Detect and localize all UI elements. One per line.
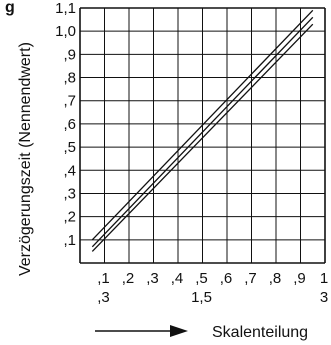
x-axis-label: Skalenteilung	[212, 324, 308, 341]
x-tick-label: ,8	[269, 270, 282, 287]
y-axis-label: Verzögerungszeit (Nennendwert)	[17, 42, 34, 276]
series-lines	[91, 9, 314, 252]
y-tick-label: ,3	[63, 185, 76, 202]
y-tick-label: ,5	[63, 139, 76, 156]
x-tick-label: ,1	[97, 270, 110, 287]
series-line-3	[91, 9, 314, 241]
y-tick-labels: ,1 ,2 ,3 ,4 ,5 ,6 ,7 ,8 ,9 1,0 1,1	[55, 0, 76, 249]
y-tick-label: ,9	[63, 46, 76, 63]
grid	[79, 7, 326, 264]
y-tick-label: ,2	[63, 209, 76, 226]
y-tick-label: 1,0	[55, 23, 76, 40]
y-tick-label: ,4	[63, 162, 76, 179]
x-tick-label: ,5	[195, 270, 208, 287]
x-tick-label: ,2	[122, 270, 135, 287]
x-tick-label: ,6	[220, 270, 233, 287]
y-tick-label: ,1	[63, 232, 76, 249]
y-tick-label: ,8	[63, 70, 76, 87]
arrow-head-icon	[170, 325, 188, 337]
y-tick-label: ,6	[63, 116, 76, 133]
x-tick-label-secondary: 3	[320, 289, 328, 306]
y-tick-label: 1,1	[55, 0, 76, 17]
x-tick-labels: ,1 ,2 ,3 ,4 ,5 ,6 ,7 ,8 ,9 1 ,3 1,5 3	[97, 270, 328, 306]
y-tick-label: ,7	[63, 93, 76, 110]
chart-title: g	[5, 0, 15, 16]
x-tick-label: ,3	[146, 270, 159, 287]
x-tick-label: 1	[320, 270, 328, 287]
x-tick-label-secondary: 1,5	[191, 289, 212, 306]
series-line-1	[91, 16, 314, 248]
x-tick-label: ,9	[293, 270, 306, 287]
x-tick-label: ,4	[171, 270, 184, 287]
x-tick-label-secondary: ,3	[97, 289, 110, 306]
series-line-2	[91, 23, 314, 252]
x-tick-label: ,7	[244, 270, 257, 287]
